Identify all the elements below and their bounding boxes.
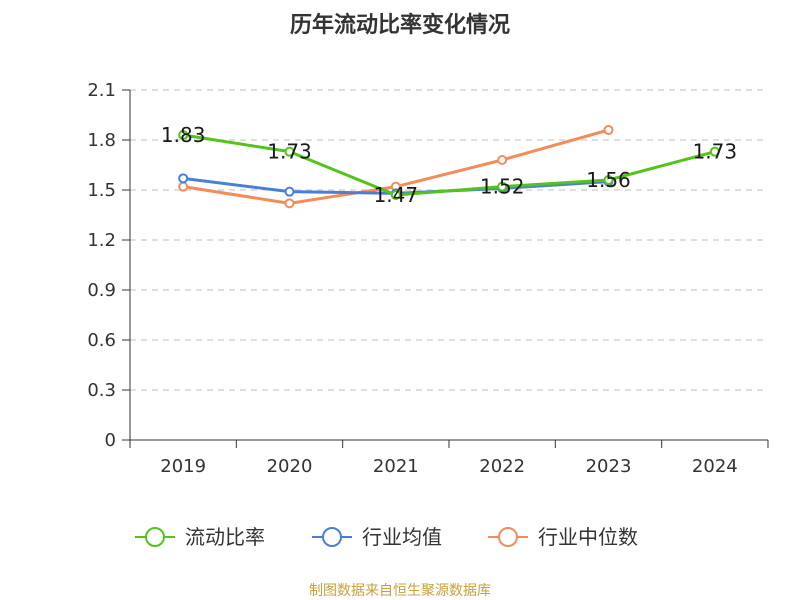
legend-label: 行业中位数 — [538, 525, 638, 549]
legend[interactable]: 流动比率 行业均值 行业中位数 — [135, 525, 638, 549]
y-tick-label: 1.8 — [87, 130, 116, 151]
data-label: 1.73 — [267, 140, 312, 164]
grid — [130, 89, 768, 391]
legend-item[interactable]: 行业中位数 — [488, 525, 638, 549]
data-point[interactable] — [284, 146, 295, 157]
legend-marker — [498, 527, 518, 547]
x-tick-label: 2020 — [267, 456, 313, 477]
legend-marker — [145, 527, 165, 547]
data-point[interactable] — [709, 146, 720, 157]
data-label: 1.73 — [693, 140, 738, 164]
source-note: 制图数据来自恒生聚源数据库 — [309, 583, 491, 599]
y-tick-label: 0.9 — [87, 280, 116, 301]
y-tick-label: 0 — [105, 430, 116, 451]
series — [178, 125, 720, 209]
x-tick-label: 2022 — [479, 456, 525, 477]
y-tick-label: 2.1 — [87, 80, 116, 101]
data-point[interactable] — [603, 175, 614, 185]
legend-item[interactable]: 流动比率 — [135, 525, 265, 549]
data-label: 1.56 — [586, 168, 631, 192]
data-point[interactable] — [497, 155, 508, 165]
data-label: 1.83 — [161, 123, 206, 147]
data-point[interactable] — [603, 125, 614, 135]
data-point[interactable] — [390, 190, 401, 200]
legend-label: 流动比率 — [185, 525, 265, 549]
y-tick-label: 0.6 — [87, 330, 116, 351]
data-label: 1.47 — [374, 183, 419, 207]
y-tick-label: 1.2 — [87, 230, 116, 251]
series-line — [181, 133, 717, 197]
y-tick-label: 1.5 — [87, 180, 116, 201]
axes: 0 0.3 0.6 0.9 1.2 1.5 1.8 2.1 2019 2020 2021 2022 20… — [87, 80, 769, 477]
data-point[interactable] — [178, 130, 189, 140]
data-point[interactable] — [497, 181, 508, 192]
x-tick-label: 2021 — [373, 456, 419, 477]
legend-marker — [322, 527, 342, 547]
data-labels: 1.83 1.73 1.47 1.52 1.56 1.73 — [161, 123, 737, 207]
x-tick-label: 2019 — [160, 456, 206, 477]
data-point[interactable] — [284, 186, 295, 197]
legend-item[interactable]: 行业均值 — [312, 525, 442, 549]
x-tick-label: 2023 — [586, 456, 632, 477]
data-point[interactable] — [178, 173, 189, 184]
data-point[interactable] — [178, 181, 189, 192]
data-point[interactable] — [284, 198, 295, 209]
legend-label: 行业均值 — [362, 525, 442, 549]
data-label: 1.52 — [480, 175, 525, 199]
x-tick-label: 2024 — [692, 456, 738, 477]
y-tick-label: 0.3 — [87, 380, 116, 401]
chart-title: 历年流动比率变化情况 — [290, 12, 510, 38]
